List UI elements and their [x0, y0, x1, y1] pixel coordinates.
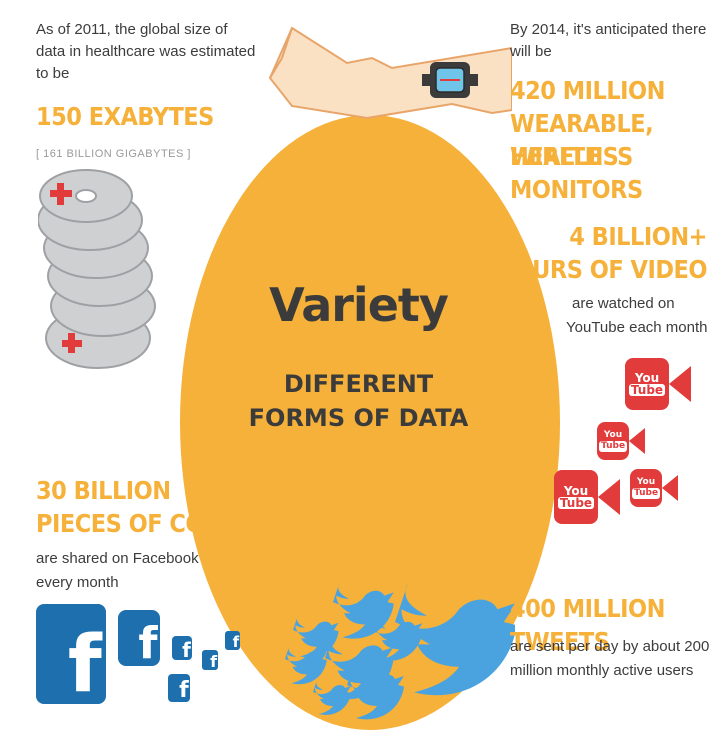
- facebook-icon: f: [168, 674, 190, 702]
- healthcare-intro: As of 2011, the global size of data in h…: [36, 21, 256, 82]
- video-desc-1: are watched on: [572, 295, 675, 312]
- video-desc-2: YouTube each month: [566, 319, 708, 336]
- center-subtitle-2: FORMS OF DATA: [248, 404, 469, 432]
- wearables-stat-1: 420 MILLION: [510, 76, 666, 105]
- facebook-icon: f: [202, 650, 218, 670]
- arm-wearable-illustration: [268, 26, 512, 120]
- twitter-desc-2: million monthly active users: [510, 662, 694, 679]
- youtube-camera-icon: You Tube: [630, 469, 678, 507]
- disk-stack-illustration: [38, 169, 156, 369]
- youtube-camera-icon: You Tube: [554, 470, 620, 524]
- facebook-icon: f: [172, 636, 192, 660]
- center-title: Variety: [269, 278, 449, 332]
- twitter-stat: 400 MILLION TWEETS: [510, 594, 666, 656]
- facebook-icon: f: [118, 610, 160, 666]
- facebook-stat-1: 30 BILLION: [36, 476, 171, 505]
- facebook-icon: f: [225, 631, 240, 650]
- facebook-desc-1: are shared on Facebook: [36, 550, 199, 567]
- facebook-desc-2: every month: [36, 574, 119, 591]
- video-stat-2: HOURS OF VIDEO: [495, 255, 707, 284]
- wristband-monitor-icon: [422, 62, 478, 98]
- twitter-birds-illustration: [285, 582, 515, 720]
- video-stat-1: 4 BILLION+: [569, 222, 707, 251]
- youtube-camera-icon: You Tube: [597, 422, 645, 460]
- medical-cross-icon: [50, 183, 72, 205]
- youtube-camera-icon: You Tube: [625, 358, 691, 410]
- twitter-desc-1: are sent per day by about 200: [510, 638, 710, 655]
- center-subtitle-1: DIFFERENT: [283, 370, 434, 398]
- healthcare-bracket: [ 161 BILLION GIGABYTES ]: [36, 148, 191, 160]
- healthcare-stat: 150 EXABYTES: [36, 102, 214, 131]
- wearables-stat-3: HEALTH MONITORS: [510, 142, 643, 204]
- facebook-stat-2: PIECES OF CONTENT: [36, 509, 286, 538]
- facebook-icon: f: [36, 604, 106, 704]
- wearables-intro: By 2014, it's anticipated there will be: [510, 21, 707, 60]
- wearables-stat-2: WEARABLE, WIRELESS: [510, 109, 654, 171]
